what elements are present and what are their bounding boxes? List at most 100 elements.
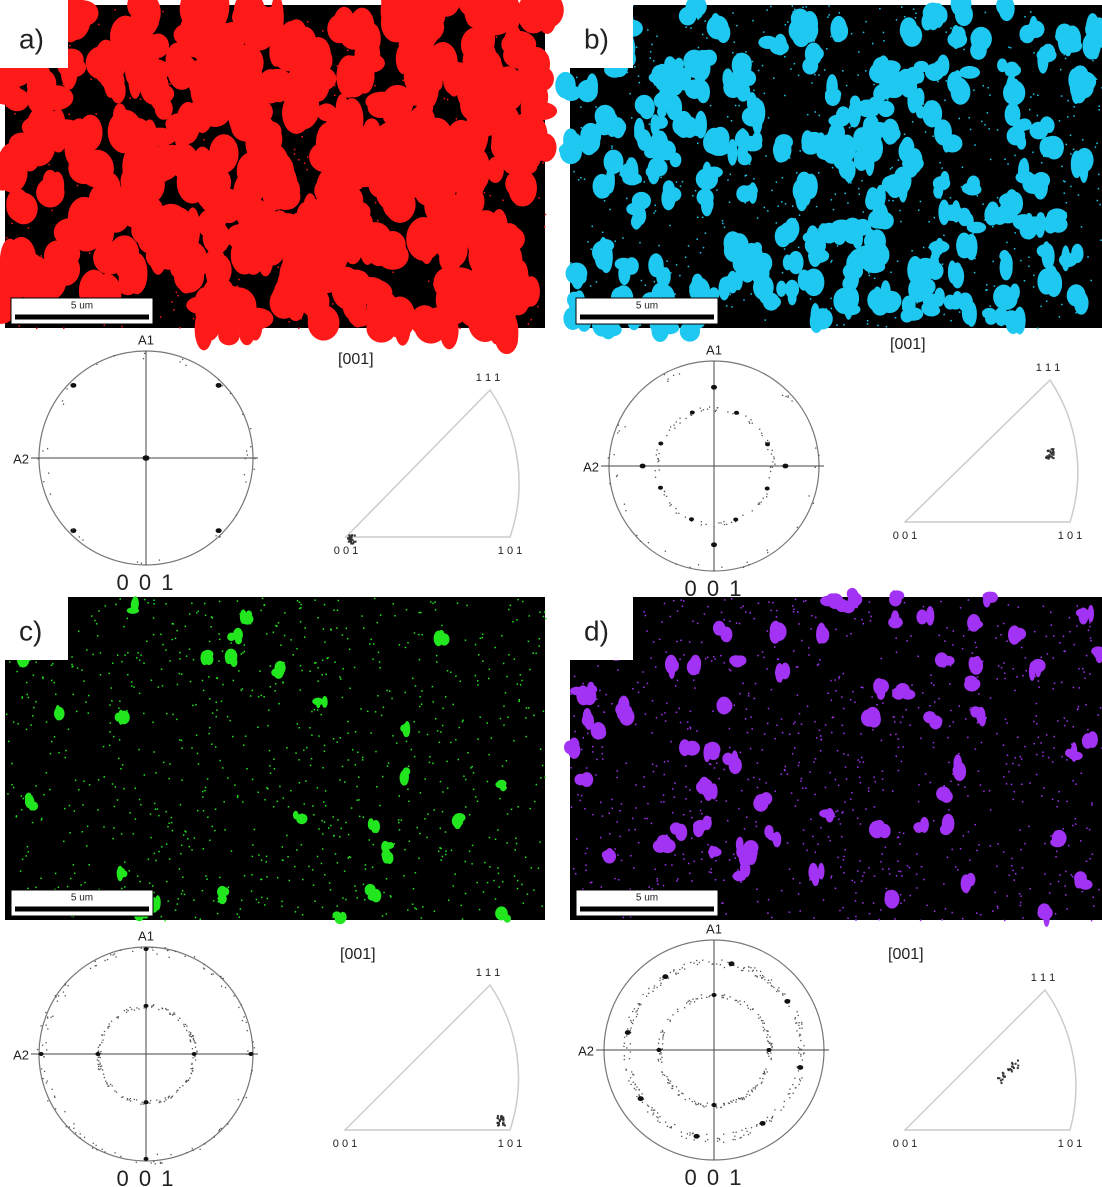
speckle — [820, 739, 822, 741]
pole-scatter — [245, 1021, 247, 1024]
speckle — [414, 907, 416, 909]
speckle — [944, 640, 946, 642]
speckle — [26, 845, 29, 848]
speckle — [851, 791, 853, 794]
grain — [648, 253, 664, 278]
grain — [808, 244, 822, 267]
speckle — [372, 843, 375, 846]
grain — [1087, 731, 1098, 748]
grain — [498, 223, 521, 250]
speckle — [421, 17, 423, 20]
speckle — [767, 912, 769, 914]
speckle — [1004, 677, 1006, 680]
speckle — [863, 109, 866, 111]
speckle — [132, 833, 135, 835]
speckle — [824, 724, 827, 726]
speckle — [632, 59, 634, 62]
pole-scatter — [103, 1034, 105, 1036]
pole-scatter — [71, 528, 74, 530]
speckle — [97, 183, 100, 185]
speckle — [389, 9, 391, 11]
speckle — [187, 224, 190, 226]
speckle — [826, 48, 828, 50]
speckle — [1047, 756, 1050, 759]
pole-scatter — [734, 521, 737, 523]
speckle — [255, 898, 258, 901]
grain — [587, 681, 595, 694]
speckle — [1100, 239, 1102, 241]
ipf-point — [348, 538, 351, 541]
speckle — [362, 816, 365, 818]
speckle — [729, 173, 732, 176]
speckle — [785, 230, 788, 233]
speckle — [109, 731, 111, 733]
speckle — [932, 819, 935, 822]
speckle — [632, 688, 634, 690]
speckle — [404, 848, 406, 851]
speckle — [269, 685, 271, 688]
speckle — [209, 238, 211, 240]
speckle — [75, 710, 78, 713]
speckle — [855, 919, 857, 921]
speckle — [513, 875, 516, 877]
speckle — [379, 804, 381, 807]
speckle — [354, 764, 357, 766]
grain — [381, 851, 388, 859]
speckle — [72, 693, 75, 696]
speckle — [534, 20, 537, 22]
pole-scatter — [110, 1020, 113, 1022]
grain — [385, 841, 395, 849]
speckle — [323, 750, 326, 753]
pole-scatter — [189, 1077, 191, 1079]
speckle — [631, 711, 633, 714]
speckle — [533, 889, 535, 891]
speckle — [733, 704, 736, 706]
speckle — [897, 159, 900, 161]
speckle — [639, 181, 642, 183]
speckle — [798, 761, 801, 764]
speckle — [470, 79, 473, 81]
speckle — [731, 306, 733, 308]
pole-scatter — [666, 434, 668, 437]
speckle — [673, 59, 676, 61]
speckle — [818, 114, 820, 117]
speckle — [1004, 314, 1006, 316]
speckle — [471, 844, 474, 847]
speckle — [791, 5, 794, 7]
speckle — [815, 737, 818, 739]
pole-scatter — [684, 516, 687, 518]
speckle — [745, 708, 748, 710]
pole-scatter — [814, 466, 816, 469]
speckle — [368, 839, 371, 841]
speckle — [702, 246, 705, 249]
speckle — [842, 70, 844, 72]
grain — [278, 20, 307, 55]
grain — [193, 43, 221, 64]
speckle — [611, 702, 613, 705]
speckle — [316, 787, 319, 789]
speckle — [32, 295, 35, 298]
speckle — [862, 31, 865, 34]
speckle — [121, 660, 123, 663]
speckle — [644, 713, 647, 715]
speckle — [273, 758, 275, 760]
speckle — [704, 20, 706, 22]
speckle — [780, 680, 782, 683]
grain — [218, 325, 240, 346]
speckle — [809, 298, 812, 300]
grain — [704, 195, 714, 213]
speckle — [602, 758, 604, 760]
speckle — [873, 277, 876, 280]
speckle — [585, 864, 587, 866]
ipf-point — [497, 1117, 500, 1120]
speckle — [897, 746, 900, 749]
speckle — [527, 323, 530, 325]
speckle — [690, 27, 692, 29]
speckle — [277, 182, 280, 184]
speckle — [810, 628, 812, 630]
speckle — [427, 280, 430, 282]
pole-scatter — [762, 497, 764, 499]
speckle — [420, 45, 423, 47]
speckle — [1092, 59, 1094, 62]
speckle — [897, 195, 899, 197]
